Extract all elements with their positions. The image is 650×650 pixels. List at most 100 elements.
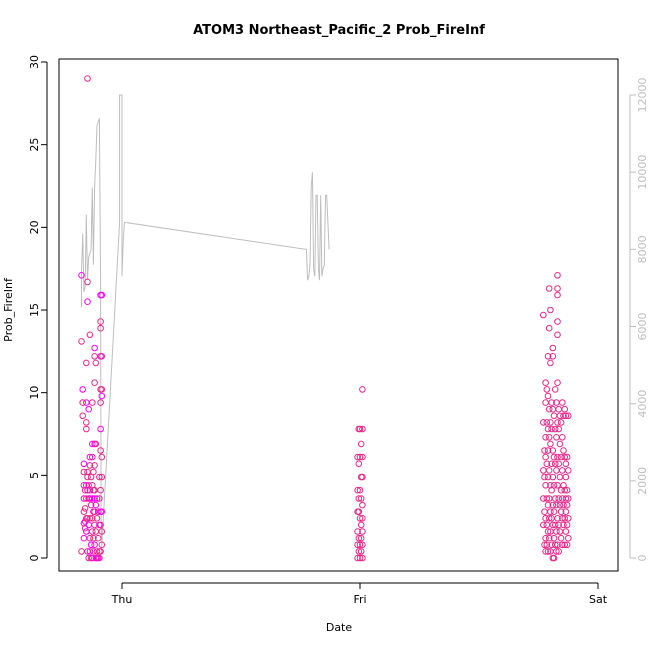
y-tick-label: 10 (28, 386, 41, 400)
data-point (542, 482, 549, 489)
data-point (356, 453, 364, 461)
data-point (565, 534, 572, 542)
data-point (93, 548, 101, 555)
data-point (544, 501, 552, 509)
data-point (98, 528, 106, 535)
y-tick-label: 0 (28, 555, 41, 562)
data-point (559, 541, 566, 549)
data-point (359, 501, 366, 509)
data-point (97, 521, 104, 529)
data-point (84, 298, 91, 306)
data-point (554, 482, 561, 489)
data-point (556, 528, 564, 535)
data-point (86, 534, 94, 542)
data-point (559, 467, 566, 474)
data-point (354, 554, 361, 562)
data-point (544, 548, 552, 555)
data-point (562, 528, 570, 535)
data-point (356, 515, 364, 522)
data-point (86, 462, 94, 469)
data-point (548, 425, 555, 433)
data-point (541, 447, 548, 454)
data-point (543, 386, 551, 393)
data-point (98, 353, 106, 360)
data-point (551, 521, 559, 529)
data-point (554, 291, 561, 299)
y-axis-label: Prob_FireInf (2, 277, 15, 342)
data-point (562, 412, 570, 420)
data-point (541, 473, 548, 481)
data-point (87, 541, 95, 549)
line-series-path (81, 94, 330, 547)
data-point (91, 353, 98, 360)
data-point (540, 467, 547, 474)
data-point (549, 473, 557, 481)
data-point (357, 495, 365, 502)
data-point (80, 534, 88, 542)
data-point (563, 501, 571, 509)
data-point (541, 541, 548, 549)
y2-tick-label: 6000 (636, 313, 649, 341)
data-point (85, 405, 92, 413)
data-point (555, 521, 563, 529)
data-point (84, 75, 91, 82)
data-point (356, 486, 364, 494)
data-point (543, 419, 551, 426)
data-point (94, 534, 102, 542)
data-point (89, 440, 96, 448)
data-point (551, 495, 559, 502)
data-point (553, 501, 560, 509)
data-point (97, 447, 104, 454)
data-point (556, 473, 564, 481)
data-point (84, 473, 91, 481)
data-point (554, 331, 561, 339)
data-point (81, 524, 89, 532)
data-point (98, 541, 106, 549)
data-point (355, 508, 363, 516)
data-point (93, 515, 101, 522)
data-point (355, 548, 363, 555)
data-point (548, 460, 555, 468)
data-point (79, 412, 86, 420)
data-point (543, 521, 551, 529)
data-point (549, 353, 557, 360)
data-point (544, 425, 552, 433)
data-point (91, 495, 98, 502)
data-point (540, 521, 547, 529)
data-point (550, 554, 558, 562)
data-point (547, 419, 554, 426)
data-point (357, 534, 365, 542)
data-point (544, 473, 552, 481)
data-point (86, 331, 94, 339)
data-point (89, 453, 96, 461)
data-point (549, 447, 557, 454)
data-point (356, 554, 364, 562)
data-point (549, 405, 557, 413)
data-point (543, 460, 551, 468)
data-point (545, 405, 553, 413)
data-point (356, 541, 364, 549)
data-point (359, 453, 366, 461)
data-point (359, 541, 366, 549)
data-point (563, 453, 571, 461)
data-point (89, 515, 96, 522)
data-point (542, 399, 549, 406)
data-point (550, 453, 558, 461)
data-point (92, 501, 100, 509)
data-point (550, 508, 558, 516)
data-point (563, 541, 571, 549)
data-point (561, 486, 569, 494)
data-point (355, 534, 363, 542)
data-point (560, 501, 567, 509)
data-point (96, 554, 103, 562)
data-point (555, 548, 563, 555)
data-point (79, 386, 86, 393)
y2-tick-label: 4000 (636, 390, 649, 418)
data-point (554, 285, 561, 292)
data-point (98, 508, 106, 516)
data-point (547, 306, 554, 314)
data-point (544, 353, 552, 360)
data-point (554, 515, 561, 522)
y2-axis: 0 2000 4000 6000 8000 10000 12000 (629, 78, 649, 562)
data-point (97, 548, 104, 555)
